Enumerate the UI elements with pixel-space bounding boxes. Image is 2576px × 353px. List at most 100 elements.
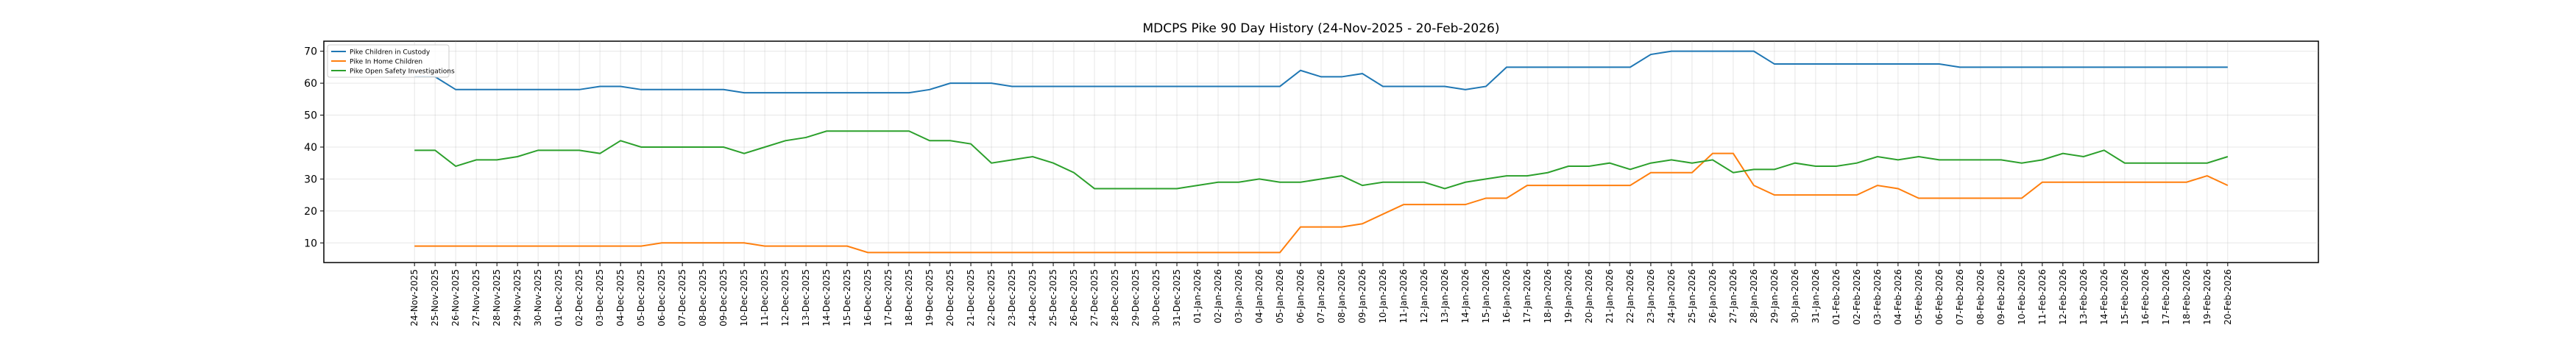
- x-tick-label: 19-Feb-2026: [2202, 269, 2212, 325]
- x-tick-label: 04-Jan-2026: [1254, 269, 1264, 324]
- x-tick-label: 01-Jan-2026: [1192, 269, 1203, 324]
- x-tick-label: 02-Feb-2026: [1852, 269, 1862, 325]
- x-tick-label: 03-Dec-2025: [595, 269, 605, 327]
- x-tick-label: 31-Jan-2026: [1811, 269, 1821, 324]
- x-tick-label: 11-Dec-2025: [760, 269, 770, 327]
- y-tick-label: 50: [304, 110, 317, 122]
- x-tick-label: 24-Nov-2025: [409, 269, 420, 327]
- x-tick-label: 08-Feb-2026: [1975, 269, 1986, 325]
- x-tick-label: 18-Jan-2026: [1543, 269, 1553, 324]
- series-line: [414, 130, 2229, 190]
- x-tick-label: 20-Dec-2025: [945, 269, 955, 327]
- legend-label: Pike In Home Children: [350, 59, 422, 66]
- y-tick-label: 40: [304, 142, 317, 154]
- x-tick-label: 13-Feb-2026: [2078, 269, 2089, 325]
- x-tick-label: 10-Jan-2026: [1378, 269, 1388, 324]
- x-tick-label: 07-Dec-2025: [677, 269, 687, 327]
- x-tick-label: 30-Jan-2026: [1790, 269, 1800, 324]
- x-tick-label: 22-Jan-2026: [1625, 269, 1635, 324]
- x-tick-label: 14-Jan-2026: [1460, 269, 1471, 324]
- x-tick-label: 17-Dec-2025: [883, 269, 894, 327]
- x-tick-label: 25-Dec-2025: [1048, 269, 1058, 327]
- x-tick-label: 14-Dec-2025: [821, 269, 832, 327]
- x-tick-label: 02-Dec-2025: [574, 269, 584, 327]
- x-tick-label: 05-Dec-2025: [636, 269, 646, 327]
- x-tick-label: 27-Nov-2025: [471, 269, 481, 327]
- legend-label: Pike Open Safety Investigations: [350, 68, 455, 76]
- x-tick-label: 09-Jan-2026: [1357, 269, 1367, 324]
- x-tick-label: 28-Jan-2026: [1749, 269, 1759, 324]
- x-tick-label: 12-Dec-2025: [780, 269, 790, 327]
- x-tick-label: 04-Dec-2025: [615, 269, 626, 327]
- series-line: [414, 50, 2228, 94]
- x-tick-label: 07-Jan-2026: [1316, 269, 1326, 324]
- x-tick-label: 12-Jan-2026: [1419, 269, 1429, 324]
- x-tick-label: 24-Jan-2026: [1666, 269, 1677, 324]
- x-tick-label: 15-Jan-2026: [1481, 269, 1491, 324]
- x-tick-label: 15-Dec-2025: [842, 269, 852, 327]
- y-tick-label: 70: [304, 46, 317, 58]
- x-tick-label: 24-Dec-2025: [1027, 269, 1038, 327]
- y-tick-label: 20: [304, 206, 317, 218]
- x-tick-label: 08-Jan-2026: [1337, 269, 1347, 324]
- x-tick-label: 16-Feb-2026: [2140, 269, 2151, 325]
- x-tick-label: 28-Dec-2025: [1110, 269, 1120, 327]
- x-tick-label: 10-Feb-2026: [2017, 269, 2027, 325]
- x-tick-label: 21-Jan-2026: [1604, 269, 1615, 324]
- legend-frame: [327, 44, 450, 78]
- x-tick-label: 18-Dec-2025: [904, 269, 914, 327]
- x-tick-label: 05-Feb-2026: [1914, 269, 1924, 325]
- legend-label: Pike Children in Custody: [350, 49, 431, 57]
- x-tick-label: 18-Feb-2026: [2182, 269, 2192, 325]
- x-tick-label: 06-Feb-2026: [1934, 269, 1945, 325]
- x-tick-label: 11-Jan-2026: [1398, 269, 1409, 324]
- y-tick-label: 30: [304, 174, 317, 185]
- x-tick-label: 17-Feb-2026: [2161, 269, 2171, 325]
- x-tick-label: 27-Dec-2025: [1089, 269, 1100, 327]
- x-tick-label: 04-Feb-2026: [1893, 269, 1903, 325]
- y-tick-label: 10: [304, 238, 317, 249]
- x-tick-label: 23-Dec-2025: [1007, 269, 1017, 327]
- x-tick-label: 28-Nov-2025: [492, 269, 502, 327]
- x-tick-label: 01-Feb-2026: [1831, 269, 1841, 325]
- x-tick-label: 26-Dec-2025: [1069, 269, 1079, 327]
- x-tick-label: 13-Dec-2025: [801, 269, 811, 327]
- x-tick-label: 29-Dec-2025: [1130, 269, 1141, 327]
- x-tick-label: 09-Dec-2025: [718, 269, 729, 327]
- x-tick-label: 23-Jan-2026: [1646, 269, 1656, 324]
- x-tick-label: 06-Dec-2025: [657, 269, 667, 327]
- x-tick-label: 26-Jan-2026: [1708, 269, 1718, 324]
- x-tick-label: 10-Dec-2025: [739, 269, 749, 327]
- x-tick-label: 11-Feb-2026: [2037, 269, 2048, 325]
- x-tick-label: 07-Feb-2026: [1955, 269, 1965, 325]
- x-tick-label: 02-Jan-2026: [1213, 269, 1223, 324]
- x-tick-label: 16-Dec-2025: [863, 269, 873, 327]
- x-tick-label: 25-Jan-2026: [1687, 269, 1697, 324]
- y-tick-label: 60: [304, 78, 317, 90]
- x-tick-label: 20-Jan-2026: [1584, 269, 1594, 324]
- x-tick-label: 25-Nov-2025: [430, 269, 440, 327]
- x-tick-label: 29-Jan-2026: [1769, 269, 1780, 324]
- x-tick-label: 26-Nov-2025: [450, 269, 461, 327]
- x-tick-label: 31-Dec-2025: [1172, 269, 1182, 327]
- series-line: [414, 152, 2229, 254]
- x-tick-label: 09-Feb-2026: [1996, 269, 2006, 325]
- x-tick-label: 14-Feb-2026: [2099, 269, 2109, 325]
- x-tick-label: 19-Dec-2025: [924, 269, 935, 327]
- chart-title: MDCPS Pike 90 Day History (24-Nov-2025 -…: [1142, 21, 1499, 36]
- x-tick-label: 15-Feb-2026: [2120, 269, 2130, 325]
- x-tick-label: 22-Dec-2025: [986, 269, 997, 327]
- x-tick-label: 03-Feb-2026: [1872, 269, 1883, 325]
- x-tick-label: 29-Nov-2025: [512, 269, 523, 327]
- x-tick-label: 20-Feb-2026: [2223, 269, 2233, 325]
- grid: [324, 41, 2318, 263]
- x-tick-label: 06-Jan-2026: [1295, 269, 1306, 324]
- x-tick-label: 13-Jan-2026: [1440, 269, 1450, 324]
- x-tick-label: 12-Feb-2026: [2058, 269, 2068, 325]
- x-tick-label: 17-Jan-2026: [1522, 269, 1532, 324]
- x-tick-label: 19-Jan-2026: [1563, 269, 1574, 324]
- x-tick-label: 30-Dec-2025: [1151, 269, 1161, 327]
- x-tick-label: 03-Jan-2026: [1234, 269, 1244, 324]
